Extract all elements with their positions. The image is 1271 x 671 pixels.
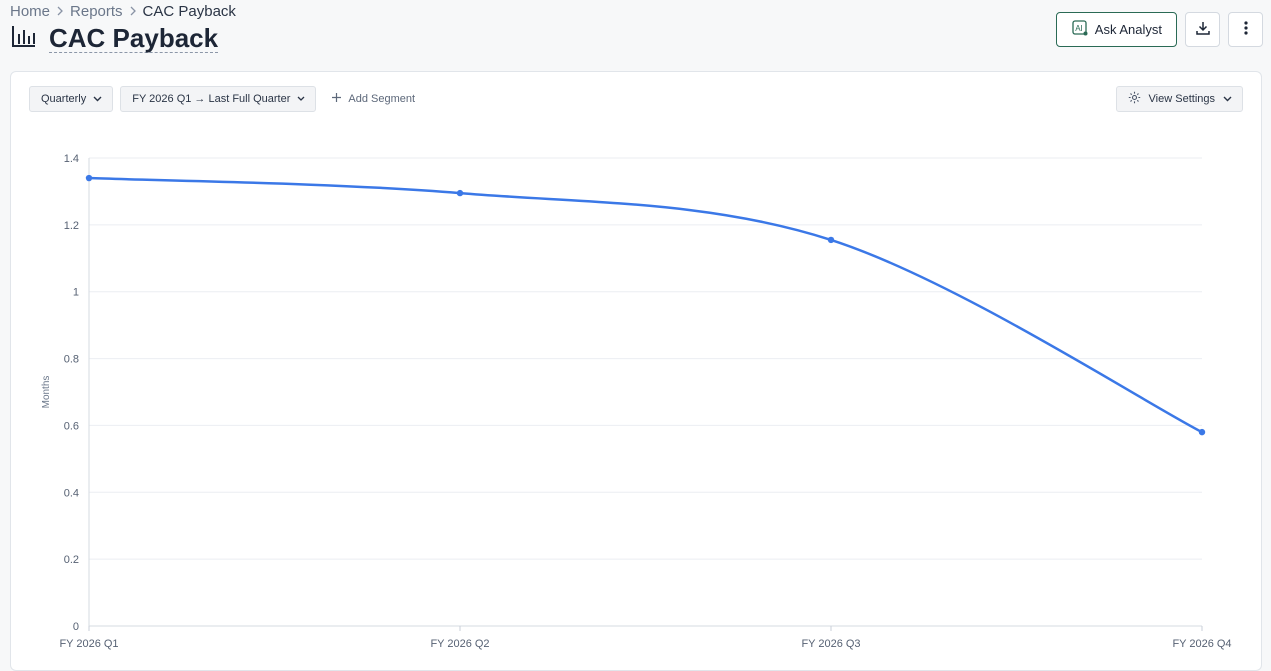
chevron-down-icon (93, 93, 102, 105)
more-options-button[interactable] (1228, 12, 1263, 47)
x-tick-label: FY 2026 Q2 (430, 638, 489, 650)
y-tick-label: 1 (73, 287, 79, 299)
add-segment-label: Add Segment (348, 93, 416, 105)
date-range-value: FY 2026 Q1 → Last Full Quarter (132, 93, 291, 105)
y-tick-label: 1.2 (64, 220, 79, 232)
svg-text:AI: AI (1075, 24, 1083, 33)
x-tick-label: FY 2026 Q1 (59, 638, 118, 650)
y-axis-title: Months (41, 376, 52, 409)
y-tick-label: 0.8 (64, 354, 79, 366)
page-title: CAC Payback (49, 23, 219, 53)
y-tick-label: 0.6 (64, 420, 79, 432)
view-settings-button[interactable]: View Settings (1115, 86, 1243, 112)
chevron-down-icon (1223, 93, 1232, 105)
chevron-right-icon (56, 4, 64, 19)
y-tick-label: 1.4 (64, 153, 79, 165)
plus-icon (331, 92, 342, 106)
ask-analyst-label: Ask Analyst (1094, 22, 1162, 37)
y-tick-label: 0.2 (64, 554, 79, 566)
x-tick-label: FY 2026 Q3 (801, 638, 860, 650)
breadcrumb: Home Reports CAC Payback (10, 3, 236, 20)
download-button[interactable] (1185, 12, 1220, 47)
chevron-right-icon (129, 4, 137, 19)
download-icon (1195, 20, 1211, 39)
chevron-down-icon (297, 93, 305, 105)
data-point (1198, 428, 1206, 436)
date-range-dropdown[interactable]: FY 2026 Q1 → Last Full Quarter (120, 86, 317, 112)
bar-chart-icon (11, 24, 37, 53)
filter-toolbar: Quarterly FY 2026 Q1 → Last Full Quarter… (29, 86, 415, 112)
breadcrumb-reports[interactable]: Reports (70, 3, 123, 20)
chart-card: Quarterly FY 2026 Q1 → Last Full Quarter… (10, 71, 1262, 671)
data-point (456, 189, 464, 197)
data-point (827, 236, 835, 244)
data-point (85, 174, 93, 182)
ask-analyst-button[interactable]: AI Ask Analyst (1055, 12, 1177, 47)
y-tick-label: 0 (73, 621, 79, 633)
view-settings-label: View Settings (1148, 93, 1215, 105)
y-tick-label: 0.4 (64, 487, 79, 499)
breadcrumb-current: CAC Payback (142, 3, 236, 20)
gear-icon (1128, 91, 1141, 107)
granularity-dropdown[interactable]: Quarterly (29, 86, 114, 112)
top-actions: AI Ask Analyst (1055, 12, 1263, 47)
add-segment-button[interactable]: Add Segment (331, 92, 415, 106)
series-line (88, 176, 1203, 434)
more-vertical-icon (1243, 20, 1248, 39)
title-row: CAC Payback (11, 23, 219, 53)
line-chart: 0 0.2 0.4 0.6 0.8 1 1.2 1.4 FY 2026 Q1 FY 2026 Q2… (41, 153, 1232, 650)
x-tick-label: FY 2026 Q4 (1172, 638, 1231, 650)
breadcrumb-home[interactable]: Home (10, 3, 51, 20)
granularity-value: Quarterly (41, 93, 87, 105)
ai-icon: AI (1072, 20, 1088, 39)
